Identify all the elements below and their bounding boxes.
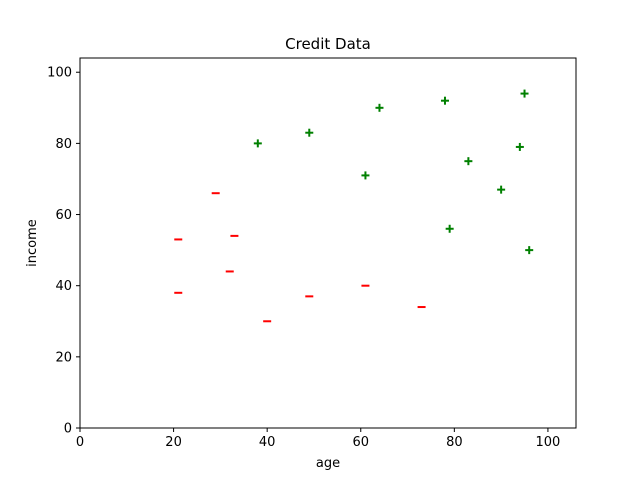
y-tick-label: 60 <box>55 208 72 223</box>
x-tick-label: 80 <box>446 435 463 450</box>
plus-marker <box>305 128 314 137</box>
x-axis: 0 20 40 60 80 100 <box>76 428 560 450</box>
data-markers <box>174 89 534 323</box>
plus-marker <box>497 185 506 194</box>
y-tick-label: 40 <box>55 279 72 294</box>
plus-marker <box>515 142 524 151</box>
plus-marker <box>253 139 262 148</box>
y-tick-label: 100 <box>47 66 72 81</box>
y-axis-label: income <box>25 219 40 267</box>
plus-marker <box>520 89 529 98</box>
plus-marker <box>525 246 534 255</box>
y-axis: 0 20 40 60 80 100 <box>47 66 80 437</box>
x-tick-label: 100 <box>536 435 561 450</box>
y-tick-label: 80 <box>55 137 72 152</box>
plus-marker <box>440 96 449 105</box>
chart-title: Credit Data <box>285 35 371 53</box>
plot-frame <box>79 57 577 429</box>
x-tick-label: 20 <box>165 435 182 450</box>
x-tick-label: 40 <box>259 435 276 450</box>
plus-marker <box>361 171 370 180</box>
y-tick-label: 20 <box>55 350 72 365</box>
plus-marker <box>445 224 454 233</box>
x-tick-label: 60 <box>352 435 369 450</box>
plus-marker <box>375 103 384 112</box>
plus-marker <box>464 157 473 166</box>
x-axis-label: age <box>316 456 340 471</box>
x-tick-label: 0 <box>76 435 84 450</box>
y-tick-label: 0 <box>64 422 72 437</box>
